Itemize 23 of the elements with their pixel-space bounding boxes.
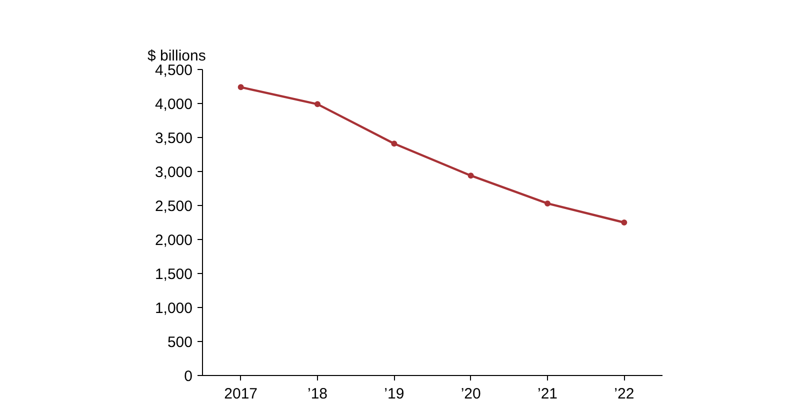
- x-tick-label: ’18: [307, 386, 328, 402]
- point: [238, 84, 244, 90]
- y-tick-label: 0: [184, 368, 192, 385]
- y-tick-label: 4,000: [154, 96, 193, 113]
- y-tick-label: 1,000: [154, 300, 193, 317]
- x-tick-label: ’19: [384, 386, 404, 402]
- y-tick-label: 1,500: [154, 266, 193, 283]
- point: [391, 140, 398, 147]
- x-tick-label: 2017: [224, 386, 258, 402]
- y-tick-label: 500: [167, 334, 193, 351]
- x-tick-label: ’20: [460, 386, 481, 402]
- point: [314, 101, 320, 108]
- y-tick-label: 3,500: [154, 130, 193, 147]
- point: [544, 200, 550, 206]
- x-tick-label: ’21: [537, 386, 558, 402]
- x-tick-label: ’22: [614, 386, 634, 402]
- point: [468, 172, 474, 179]
- y-tick-label: 3,000: [154, 164, 193, 181]
- y-tick-label: 2,500: [154, 198, 193, 215]
- point: [621, 220, 628, 226]
- y-tick-label: 2,000: [154, 232, 193, 249]
- y-tick-label: 4,500: [154, 62, 193, 79]
- y-axis-title: $ billions: [148, 48, 206, 64]
